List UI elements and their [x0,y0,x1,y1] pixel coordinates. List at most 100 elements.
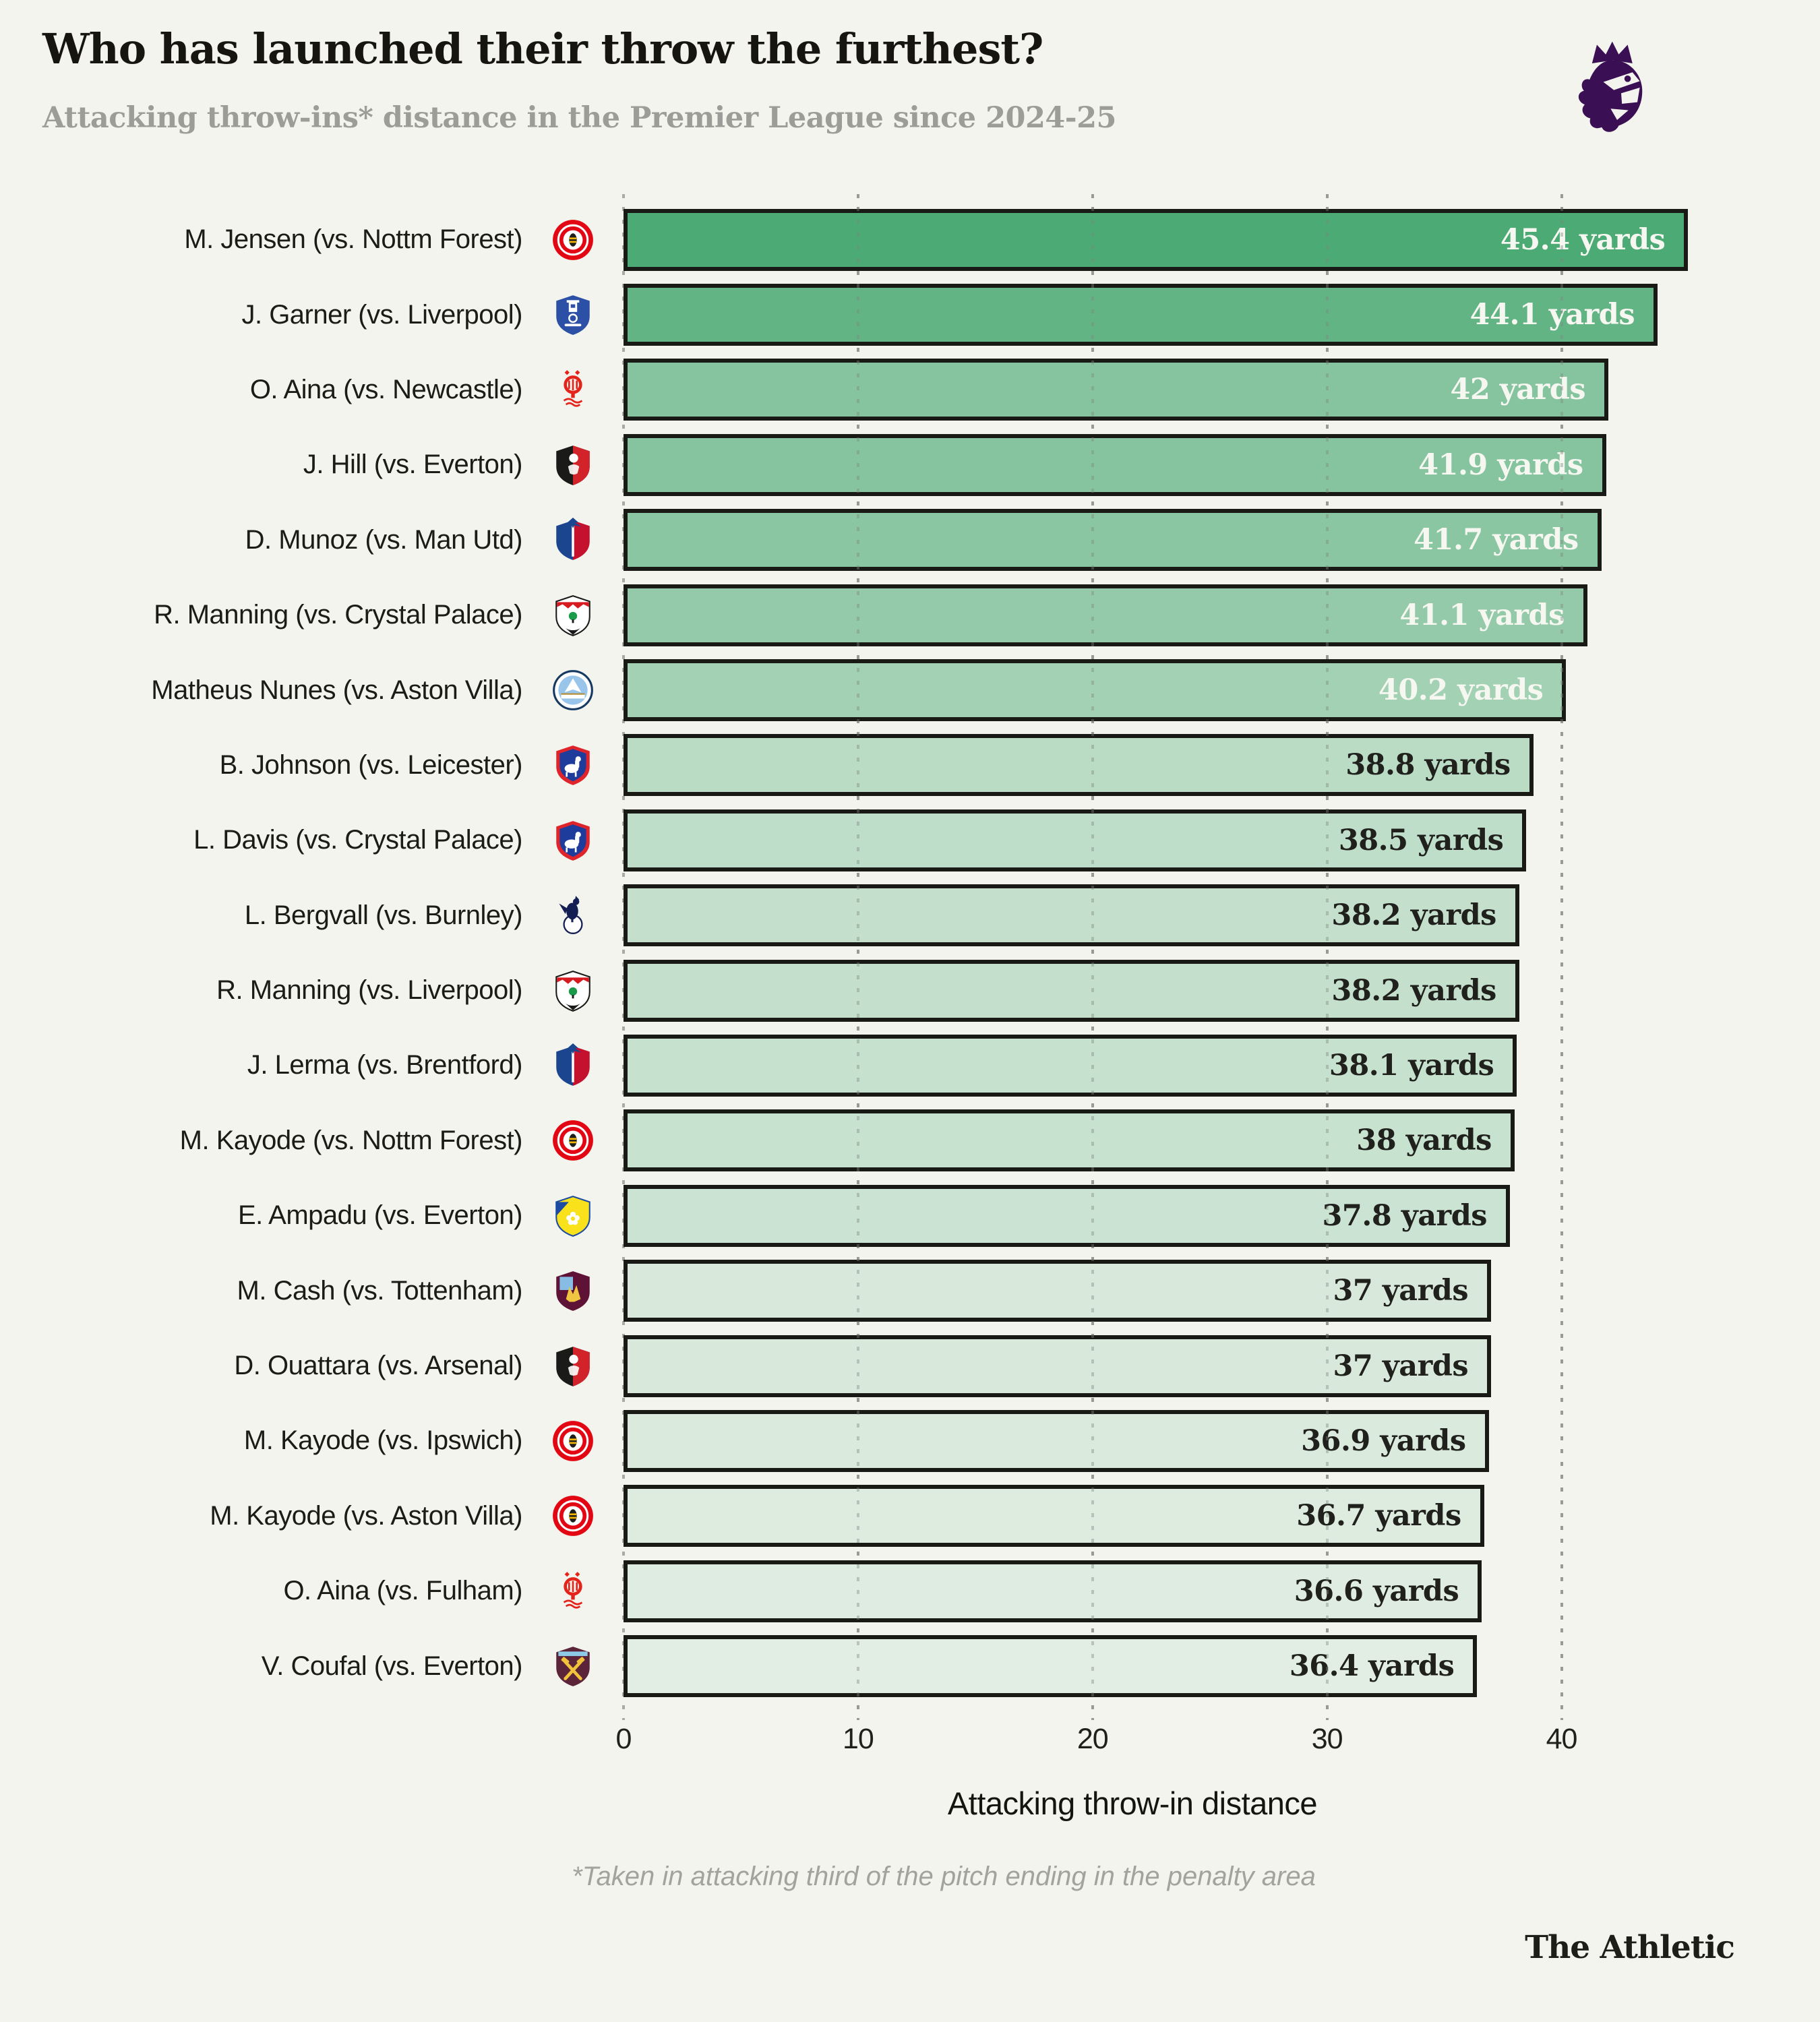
bar: 36.7 yards [624,1485,1484,1548]
bar-value-label: 36.9 yards [1301,1423,1466,1458]
bar-value-label: 38.1 yards [1329,1048,1494,1082]
row-label: M. Jensen (vs. Nottm Forest) [184,224,522,255]
bar-track: 44.1 yards [624,284,1726,346]
x-axis-ticks: 0 10 20 30 40 [0,1723,1820,1763]
bar-track: 38.8 yards [624,734,1726,797]
table-row: B. Johnson (vs. Leicester) 38.8 yards [0,728,1726,803]
row-label: M. Kayode (vs. Nottm Forest) [179,1125,523,1155]
bar-track: 37 yards [624,1335,1726,1397]
badge-everton-icon [522,293,624,337]
bar-track: 41.7 yards [624,509,1726,572]
bar: 36.6 yards [624,1560,1482,1622]
bar-track: 40.2 yards [624,659,1726,722]
page-title: Who has launched their throw the furthes… [42,24,1043,73]
bar-track: 37 yards [624,1260,1726,1322]
row-label: O. Aina (vs. Newcastle) [249,374,523,404]
badge-southampton-icon [522,593,624,638]
bar-value-label: 38.5 yards [1338,823,1504,857]
x-axis-tick-label: 0 [615,1723,632,1755]
bar: 45.4 yards [624,208,1689,271]
badge-leeds-icon [522,1194,624,1238]
table-row: M. Kayode (vs. Aston Villa) 36.7 yards [0,1479,1726,1554]
badge-bournemouth-icon [522,443,624,487]
bar: 38.8 yards [624,734,1534,797]
page-subtitle: Attacking throw-ins* distance in the Pre… [42,101,1116,135]
badge-nottm-forest-icon [522,1569,624,1614]
premier-league-lion-icon [1563,39,1664,160]
bar-value-label: 41.7 yards [1414,523,1579,557]
row-label: M. Cash (vs. Tottenham) [237,1275,523,1306]
bar-value-label: 36.6 yards [1294,1574,1459,1608]
badge-nottm-forest-icon [522,367,624,412]
badge-aston-villa-icon [522,1268,624,1313]
bar-track: 37.8 yards [624,1184,1726,1247]
badge-man-city-icon [522,668,624,712]
table-row: D. Munoz (vs. Man Utd) 41.7 yards [0,503,1726,578]
row-label: D. Munoz (vs. Man Utd) [245,524,523,555]
row-label: L. Bergvall (vs. Burnley) [244,900,523,930]
bar: 44.1 yards [624,284,1658,346]
bar-track: 45.4 yards [624,208,1726,271]
bar-value-label: 41.9 yards [1418,448,1583,482]
bar-chart: M. Jensen (vs. Nottm Forest) 45.4 yards J.… [0,202,1726,1704]
row-label: D. Ouattara (vs. Arsenal) [234,1351,522,1381]
table-row: V. Coufal (vs. Everton) 36.4 yards [0,1628,1726,1703]
bar-value-label: 37 yards [1333,1274,1469,1308]
bar: 42 yards [624,359,1609,421]
x-axis-tick-label: 20 [1076,1723,1109,1755]
x-axis-tick-label: 40 [1546,1723,1578,1755]
bar: 41.9 yards [624,433,1606,496]
row-label: O. Aina (vs. Fulham) [283,1576,522,1606]
bar: 37 yards [624,1335,1492,1397]
bar: 36.9 yards [624,1409,1489,1472]
bar: 38.5 yards [624,809,1527,871]
row-label: L. Davis (vs. Crystal Palace) [193,825,522,855]
bar-value-label: 38 yards [1356,1124,1492,1158]
badge-tottenham-icon [522,893,624,938]
bar-track: 38.5 yards [624,809,1726,871]
bar-track: 38.2 yards [624,884,1726,947]
table-row: L. Bergvall (vs. Burnley) 38.2 yards [0,878,1726,953]
bar: 37.8 yards [624,1184,1510,1247]
badge-brentford-icon [522,1118,624,1163]
table-row: R. Manning (vs. Liverpool) 38.2 yards [0,953,1726,1028]
bar: 41.7 yards [624,509,1602,572]
bar: 38.2 yards [624,959,1519,1022]
row-label: E. Ampadu (vs. Everton) [237,1200,523,1231]
x-axis-tick-label: 10 [842,1723,874,1755]
badge-crystal-palace-icon [522,1043,624,1088]
bar: 40.2 yards [624,659,1567,722]
row-label: B. Johnson (vs. Leicester) [219,749,523,780]
badge-bournemouth-icon [522,1344,624,1388]
bar: 36.4 yards [624,1635,1478,1698]
bar-track: 36.9 yards [624,1409,1726,1472]
row-label: Matheus Nunes (vs. Aston Villa) [151,675,522,705]
bar-track: 41.1 yards [624,584,1726,646]
bar: 38.1 yards [624,1034,1517,1097]
table-row: Matheus Nunes (vs. Aston Villa) 40.2 yard… [0,652,1726,727]
bar-value-label: 42 yards [1450,373,1586,407]
badge-ipswich-icon [522,818,624,863]
bar-track: 38 yards [624,1109,1726,1172]
bar-value-label: 41.1 yards [1399,598,1565,632]
bar-track: 41.9 yards [624,433,1726,496]
bar-track: 36.4 yards [624,1635,1726,1698]
x-axis-tick-label: 30 [1311,1723,1343,1755]
the-athletic-wordmark: The Athletic [1525,1929,1735,1966]
bar: 38.2 yards [624,884,1519,947]
row-label: M. Kayode (vs. Ipswich) [243,1426,523,1456]
table-row: J. Hill (vs. Everton) 41.9 yards [0,427,1726,502]
row-label: J. Hill (vs. Everton) [303,450,523,480]
table-row: D. Ouattara (vs. Arsenal) 37 yards [0,1328,1726,1403]
badge-southampton-icon [522,969,624,1013]
row-label: V. Coufal (vs. Everton) [261,1651,523,1681]
bar-value-label: 40.2 yards [1378,673,1544,708]
table-row: M. Jensen (vs. Nottm Forest) 45.4 yards [0,202,1726,277]
bar-track: 36.7 yards [624,1485,1726,1548]
footnote: *Taken in attacking third of the pitch e… [572,1862,1316,1891]
bar-value-label: 36.7 yards [1296,1499,1461,1533]
row-label: M. Kayode (vs. Aston Villa) [210,1500,522,1531]
bar-value-label: 36.4 yards [1289,1649,1455,1684]
table-row: L. Davis (vs. Crystal Palace) 38.5 yards [0,803,1726,878]
bar-track: 38.2 yards [624,959,1726,1022]
